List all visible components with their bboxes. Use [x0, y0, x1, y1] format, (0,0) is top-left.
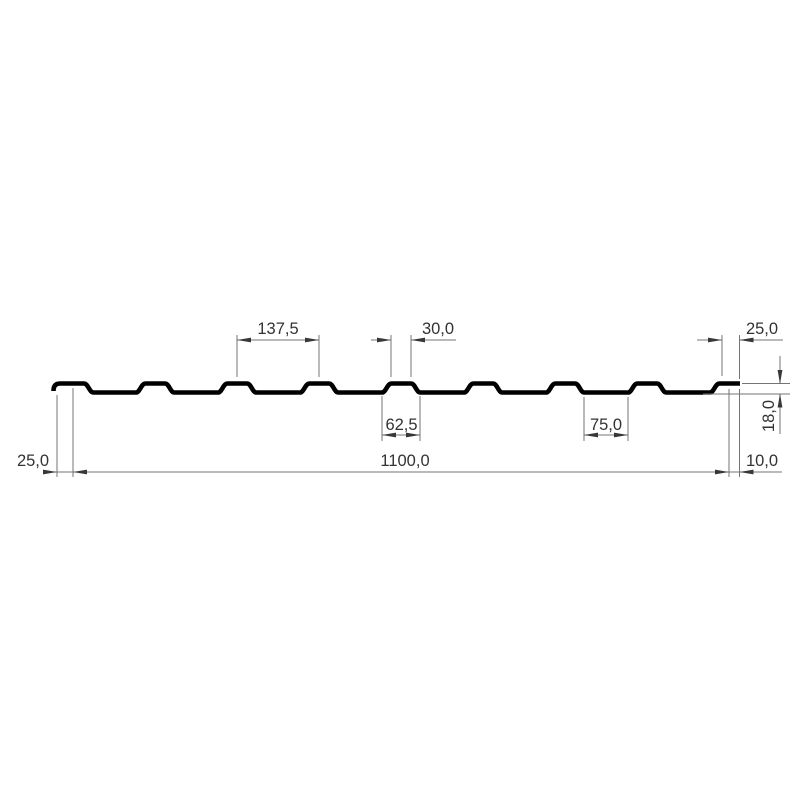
arrow-total-left: [73, 469, 87, 475]
dim-label-right-end-top: 25,0: [746, 320, 778, 338]
arrow-total-right: [715, 469, 729, 475]
arrow-right-top-right: [739, 337, 754, 343]
arrow-base-right: [406, 432, 420, 438]
arrow-crest-right: [411, 337, 425, 343]
extension-lines: [56, 335, 790, 477]
arrow-base-left: [382, 432, 396, 438]
arrow-height-bottom: [777, 393, 783, 408]
dim-label-profile-height: 18,0: [760, 400, 778, 432]
arrow-height-top: [777, 370, 783, 384]
sheet-profile-path: [51, 381, 740, 395]
arrow-pitch-right: [305, 337, 319, 343]
profile-outline: [51, 381, 740, 395]
dim-label-crest-base-width: 62,5: [385, 416, 417, 434]
arrow-right-edge: [739, 469, 754, 475]
dim-label-crest-top-width: 30,0: [422, 320, 454, 338]
arrow-valley-left: [584, 432, 598, 438]
arrow-crest-left: [377, 337, 391, 343]
dim-label-valley-width: 75,0: [590, 416, 622, 434]
arrow-left-edge: [43, 469, 57, 475]
dim-label-module-pitch: 137,5: [257, 320, 298, 338]
arrow-valley-right: [614, 432, 628, 438]
dim-label-left-end: 25,0: [17, 452, 49, 470]
dimension-labels: 137,5 30,0 25,0 62,5 75,0 18,0 25,0 1100…: [17, 320, 778, 470]
dimension-arrows: [43, 337, 783, 475]
dim-label-total-width: 1100,0: [380, 452, 429, 470]
arrow-pitch-left: [237, 337, 251, 343]
dim-label-right-end-bottom: 10,0: [746, 452, 778, 470]
arrow-right-top-left: [708, 337, 722, 343]
